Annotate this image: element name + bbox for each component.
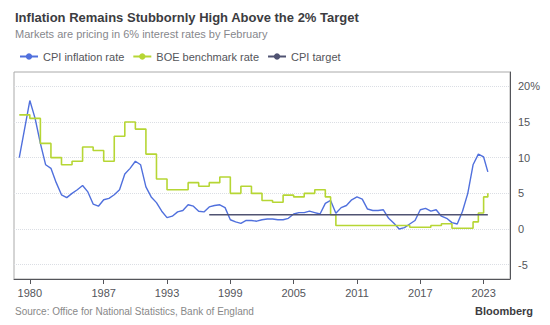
svg-text:Inflation Remains Stubbornly H: Inflation Remains Stubbornly High Above … <box>15 10 359 25</box>
svg-text:Bloomberg: Bloomberg <box>475 305 533 317</box>
svg-text:20%: 20% <box>518 80 540 92</box>
svg-text:CPI target: CPI target <box>291 51 341 63</box>
svg-text:CPI inflation rate: CPI inflation rate <box>43 51 124 63</box>
svg-text:2011: 2011 <box>345 287 369 299</box>
svg-text:2023: 2023 <box>471 287 495 299</box>
svg-text:-5: -5 <box>518 259 528 271</box>
svg-text:1999: 1999 <box>218 287 242 299</box>
svg-text:5: 5 <box>518 187 524 199</box>
svg-text:10: 10 <box>518 152 530 164</box>
svg-text:Markets are pricing in 6% inte: Markets are pricing in 6% interest rates… <box>15 28 268 40</box>
svg-text:2017: 2017 <box>408 287 432 299</box>
svg-text:1993: 1993 <box>155 287 179 299</box>
svg-text:2005: 2005 <box>281 287 305 299</box>
svg-text:0: 0 <box>518 223 524 235</box>
svg-text:1987: 1987 <box>91 287 115 299</box>
svg-text:1980: 1980 <box>18 287 42 299</box>
svg-text:BOE benchmark rate: BOE benchmark rate <box>156 51 259 63</box>
svg-text:15: 15 <box>518 116 530 128</box>
svg-text:Source: Office for National St: Source: Office for National Statistics, … <box>15 306 254 317</box>
